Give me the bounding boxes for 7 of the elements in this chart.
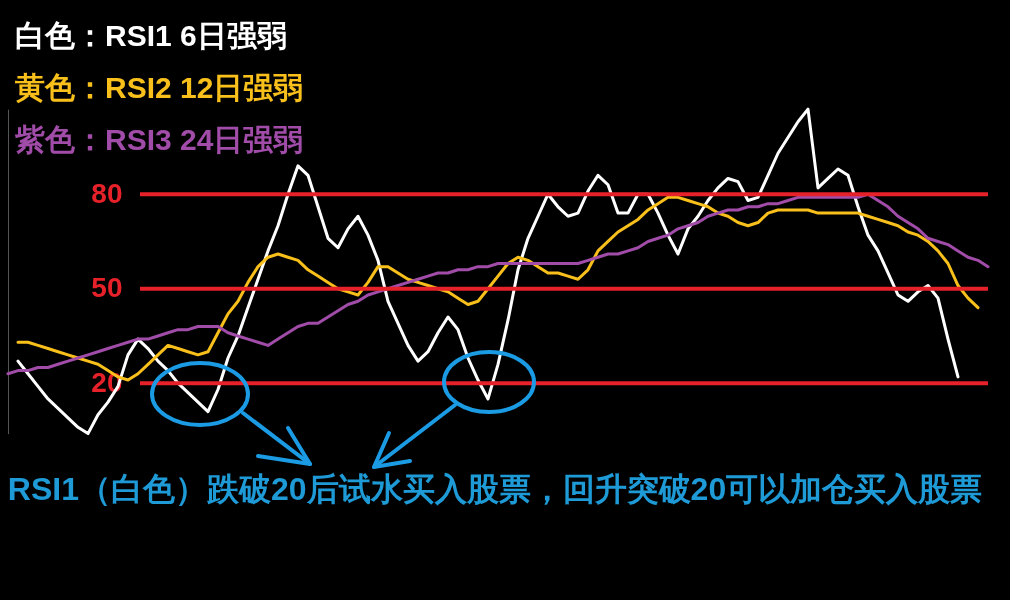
y-tick-label: 50: [91, 272, 123, 304]
y-tick-label: 80: [91, 177, 123, 209]
text: 白色：RSI1 6日强弱: [15, 19, 287, 52]
text: 紫色：RSI3 24日强弱: [14, 123, 304, 156]
text: RSI1（白色）跌破20后试水买入股票，回升突破20可以加仓买入股票: [7, 471, 983, 507]
text: 黄色：RSI2 12日强弱: [15, 71, 304, 104]
line-series: [16, 107, 960, 436]
